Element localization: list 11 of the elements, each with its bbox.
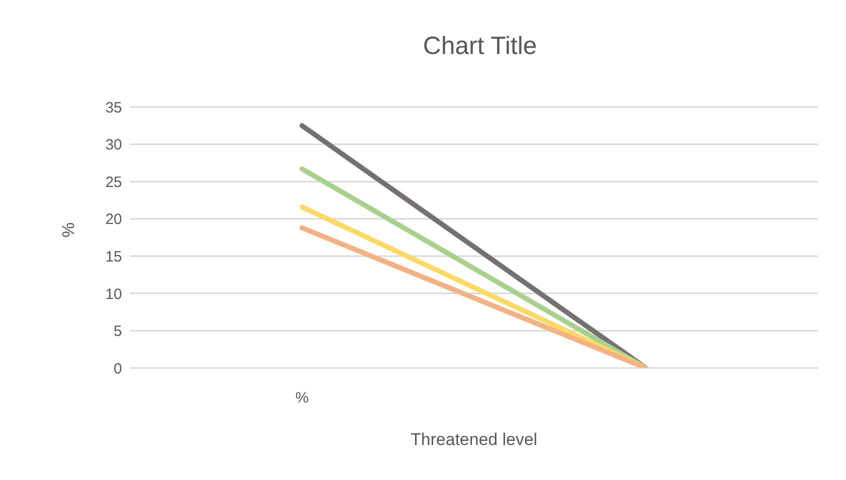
y-tick-label: 30 [105, 136, 122, 154]
y-tick-label: 0 [114, 360, 122, 378]
y-axis-title: % [59, 222, 78, 238]
y-tick-label: 20 [105, 211, 122, 228]
y-tick-label: 25 [105, 174, 122, 191]
chart-title: Chart Title [422, 32, 538, 61]
y-tick-label: 15 [105, 248, 122, 266]
x-axis-title: Threatened level [410, 430, 538, 449]
y-tick-label: 5 [114, 323, 122, 340]
y-tick-label: 10 [105, 286, 122, 303]
y-tick-label: 35 [105, 99, 122, 116]
